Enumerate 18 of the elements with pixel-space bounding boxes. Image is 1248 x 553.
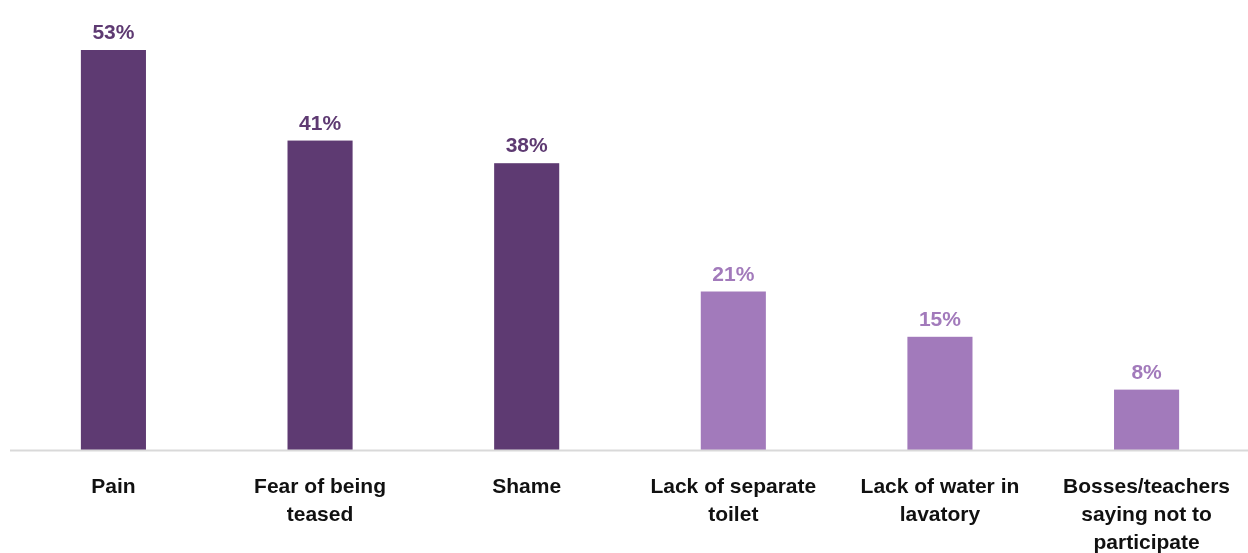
bar (80, 50, 146, 450)
x-tick-label: Fear of being teased (254, 474, 386, 525)
x-tick-label: Bosses/teachers saying not to participate (1063, 474, 1231, 553)
data-label: 38% (505, 133, 549, 157)
data-label: 21% (712, 261, 755, 285)
data-label: 15% (918, 306, 962, 330)
bar (907, 336, 973, 450)
data-label: 53% (92, 20, 135, 43)
x-tick-label: Lack of water in lavatory (860, 474, 1020, 525)
x-tick-label: Shame (492, 474, 562, 497)
bar (494, 163, 560, 450)
x-tick-label: Lack of separate toilet (650, 474, 817, 525)
bar (700, 291, 766, 450)
data-label: 41% (299, 110, 342, 134)
x-tick-label: Pain (91, 474, 136, 497)
bar (287, 140, 353, 450)
data-label: 8% (1131, 359, 1163, 383)
bar (1114, 389, 1180, 450)
